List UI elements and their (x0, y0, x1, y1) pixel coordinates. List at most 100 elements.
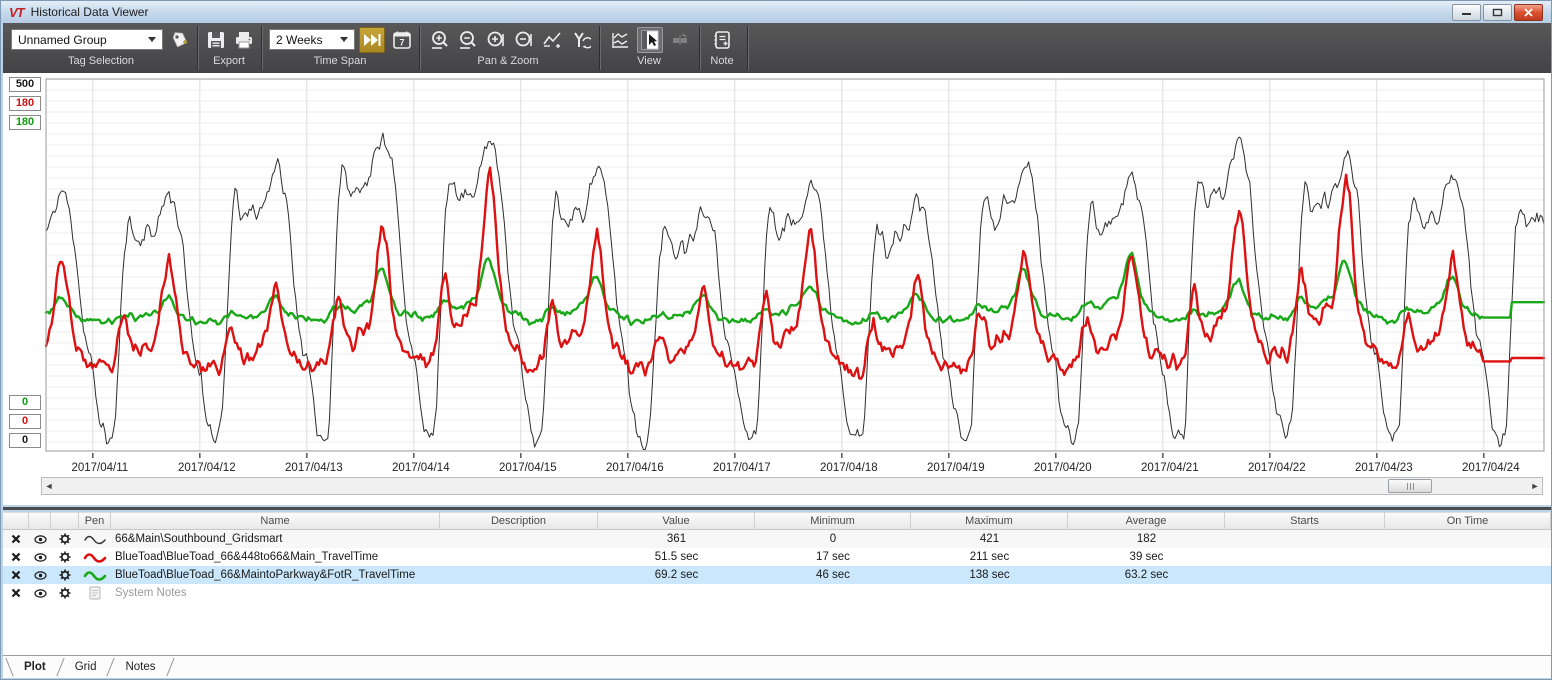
view-group-label: View (637, 55, 661, 67)
toggle-visibility-button[interactable] (29, 584, 51, 602)
toggle-visibility-button[interactable] (29, 548, 51, 566)
toggle-visibility-button[interactable] (29, 530, 51, 548)
tab-plot[interactable]: Plot (24, 661, 46, 673)
maximize-button[interactable] (1483, 4, 1512, 21)
y-axis-max-1: 180 (9, 96, 41, 111)
pen-settings-button[interactable] (51, 530, 79, 548)
zoom-in-button[interactable] (427, 27, 453, 53)
calendar-button[interactable]: 7 (389, 27, 415, 53)
header-minimum[interactable]: Minimum (755, 512, 911, 530)
pen-name[interactable]: System Notes (115, 587, 187, 599)
pen-style-cell[interactable] (79, 530, 111, 548)
header-blank-2 (29, 512, 51, 530)
trend-lines-icon (612, 33, 628, 48)
panel-splitter[interactable] (3, 507, 1551, 510)
tag-group-dropdown[interactable]: Unnamed Group (11, 29, 163, 50)
zoom-out-time-button[interactable] (511, 27, 537, 53)
pen-sample-icon (84, 535, 106, 545)
close-icon (1524, 8, 1533, 17)
minimize-button[interactable] (1452, 4, 1481, 21)
pan-zoom-group-label: Pan & Zoom (477, 55, 539, 67)
tag-button[interactable] (167, 27, 193, 53)
header-value[interactable]: Value (598, 512, 755, 530)
pen-settings-button[interactable] (51, 548, 79, 566)
link-cursor-button[interactable] (667, 27, 693, 53)
remove-pen-button[interactable] (3, 566, 29, 584)
y-axis-min-1: 0 (9, 414, 41, 429)
scroll-left-arrow[interactable]: ◄ (44, 481, 54, 491)
date-label: 2017/04/17 (713, 462, 771, 474)
pen-settings-button[interactable] (51, 566, 79, 584)
close-button[interactable] (1514, 4, 1543, 21)
date-label: 2017/04/21 (1141, 462, 1199, 474)
visibility-icon (33, 570, 47, 580)
remove-pen-button[interactable] (3, 584, 29, 602)
scrollbar-thumb[interactable] (1388, 479, 1432, 493)
remove-pen-button[interactable] (3, 548, 29, 566)
jump-to-latest-button[interactable] (359, 27, 385, 53)
tab-notes[interactable]: Notes (125, 661, 156, 673)
time-span-dropdown[interactable]: 2 Weeks (269, 29, 355, 50)
fit-chart-button[interactable] (539, 27, 565, 53)
date-label: 2017/04/19 (927, 462, 985, 474)
pen-name[interactable]: BlueToad\BlueToad_66&MaintoParkway&FotR_… (115, 569, 416, 581)
autoscale-y-button[interactable] (567, 27, 593, 53)
cursor-select-button[interactable] (637, 27, 663, 53)
header-starts[interactable]: Starts (1225, 512, 1385, 530)
zoom-out-button[interactable] (455, 27, 481, 53)
date-label: 2017/04/12 (178, 462, 236, 474)
delete-icon (11, 570, 21, 580)
header-pen[interactable]: Pen (79, 512, 111, 530)
date-label: 2017/04/16 (606, 462, 664, 474)
visibility-icon (33, 588, 47, 598)
trend-view-button[interactable] (607, 27, 633, 53)
x-axis-labels: 2017/04/11 2017/04/12 2017/04/13 2017/04/14… (71, 462, 1520, 474)
pen-settings-button[interactable] (51, 584, 79, 602)
calendar-icon: 7 (393, 31, 411, 49)
header-on-time[interactable]: On Time (1385, 512, 1551, 530)
time-span-value: 2 Weeks (276, 32, 323, 47)
pen-style-cell[interactable] (79, 584, 111, 602)
settings-icon (59, 569, 71, 581)
y-axis-min-0: 0 (9, 395, 41, 410)
plot-border (45, 78, 1545, 452)
print-button[interactable] (231, 27, 257, 53)
chevron-down-icon (340, 37, 348, 42)
header-blank-1 (3, 512, 29, 530)
pen-name[interactable]: BlueToad\BlueToad_66&448to66&Main_Travel… (115, 551, 379, 563)
table-row-system-notes[interactable]: System Notes (3, 584, 1551, 602)
scroll-right-arrow[interactable]: ► (1530, 481, 1540, 491)
header-average[interactable]: Average (1068, 512, 1225, 530)
save-button[interactable] (203, 27, 229, 53)
date-label: 2017/04/22 (1248, 462, 1306, 474)
pen-style-cell[interactable] (79, 548, 111, 566)
header-description[interactable]: Description (440, 512, 598, 530)
header-maximum[interactable]: Maximum (911, 512, 1068, 530)
table-row-2[interactable]: BlueToad\BlueToad_66&MaintoParkway&FotR_… (3, 566, 1551, 584)
pen-table: Pen Name Description Value Minimum Maxim… (3, 512, 1551, 655)
pen-average: 182 (1136, 533, 1157, 545)
time-series-plot[interactable]: 2017/04/11 2017/04/12 2017/04/13 2017/04/14… (3, 73, 1551, 505)
tab-grid[interactable]: Grid (74, 661, 97, 673)
toggle-visibility-button[interactable] (29, 566, 51, 584)
pen-maximum: 138 sec (969, 569, 1010, 581)
app-logo: VT (9, 4, 25, 20)
autoscale-y-icon (574, 32, 591, 49)
remove-pen-button[interactable] (3, 530, 29, 548)
pen-name[interactable]: 66&Main\Southbound_Gridsmart (115, 533, 283, 545)
pen-maximum: 211 sec (969, 551, 1010, 563)
bottom-tab-bar: Plot Grid Notes (3, 655, 1551, 678)
minimize-icon (1462, 13, 1471, 15)
pen-style-cell[interactable] (79, 566, 111, 584)
header-name[interactable]: Name (111, 512, 440, 530)
add-note-button[interactable] (709, 27, 735, 53)
horizontal-scrollbar[interactable]: ◄ ► (41, 477, 1543, 495)
table-row-1[interactable]: BlueToad\BlueToad_66&448to66&Main_Travel… (3, 548, 1551, 566)
plot-background (46, 79, 1544, 451)
zoom-in-time-button[interactable] (483, 27, 509, 53)
pen-value: 69.2 sec (654, 569, 699, 581)
zoom-in-icon (432, 31, 448, 49)
delete-icon (11, 588, 21, 598)
pen-value: 51.5 sec (654, 551, 699, 563)
table-row-0[interactable]: 66&Main\Southbound_Gridsmart 361 0 421 182 (3, 530, 1551, 548)
